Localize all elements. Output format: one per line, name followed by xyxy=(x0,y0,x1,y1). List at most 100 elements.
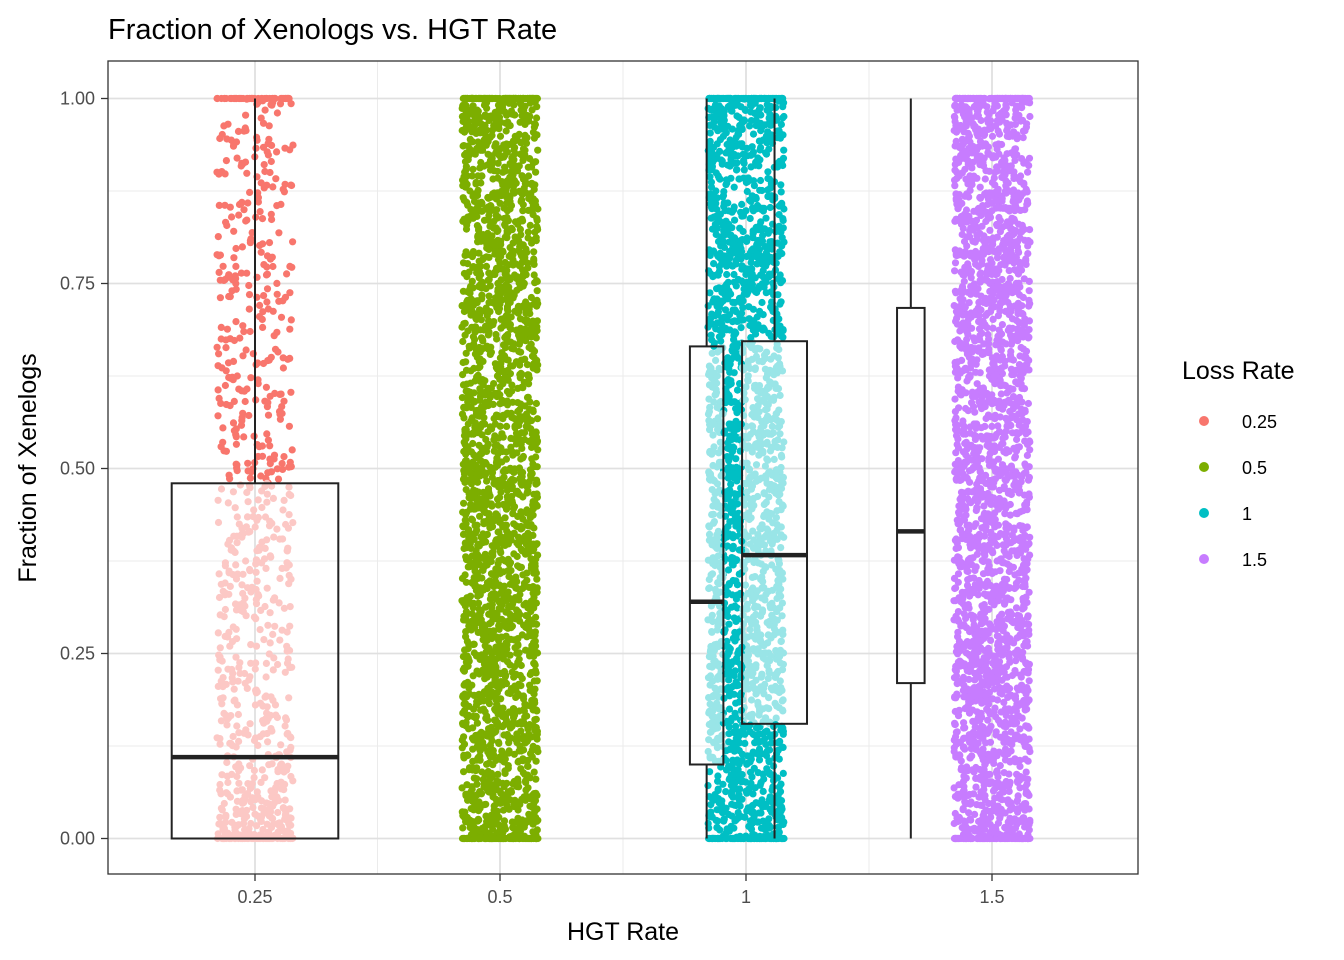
data-point-1 xyxy=(777,531,785,539)
data-point-0_5 xyxy=(469,724,477,732)
data-point-0_25 xyxy=(261,167,269,176)
data-point-0_5 xyxy=(459,259,468,267)
data-point-0_25 xyxy=(250,613,258,621)
data-point-0_5 xyxy=(493,591,501,599)
data-point-1 xyxy=(746,341,754,349)
data-point-0_25 xyxy=(263,285,272,293)
data-point-0_5 xyxy=(477,790,486,798)
data-point-0_5 xyxy=(485,292,493,300)
data-point-0_25 xyxy=(265,122,273,130)
data-point-0_25 xyxy=(245,291,254,299)
data-point-0_5 xyxy=(495,518,504,526)
data-point-0_25 xyxy=(280,496,288,504)
data-point-0_5 xyxy=(467,805,475,813)
data-point-0_25 xyxy=(258,315,266,323)
data-point-1 xyxy=(733,682,741,690)
data-point-0_25 xyxy=(276,574,284,583)
data-point-0_5 xyxy=(489,627,498,635)
data-point-0_5 xyxy=(517,356,526,364)
data-point-0_25 xyxy=(285,422,293,430)
data-point-0_5 xyxy=(518,196,526,204)
data-point-0_5 xyxy=(505,390,513,398)
data-point-0_5 xyxy=(488,654,496,662)
data-point-0_5 xyxy=(461,425,469,434)
data-point-0_5 xyxy=(478,431,486,439)
data-point-1 xyxy=(733,101,741,109)
data-point-0_5 xyxy=(506,616,514,624)
data-point-0_5 xyxy=(477,158,485,167)
data-point-0_5 xyxy=(501,769,509,778)
data-point-0_25 xyxy=(238,581,246,589)
data-point-0_5 xyxy=(464,327,472,335)
data-point-0_5 xyxy=(470,624,479,632)
data-point-0_25 xyxy=(221,381,229,390)
data-point-0_25 xyxy=(280,453,288,461)
data-point-0_5 xyxy=(472,576,480,584)
data-point-0_25 xyxy=(224,499,232,507)
data-point-0_25 xyxy=(244,459,252,467)
data-point-1 xyxy=(704,747,712,756)
data-point-0_25 xyxy=(213,343,221,351)
data-point-0_5 xyxy=(515,464,524,472)
data-point-0_25 xyxy=(259,730,267,738)
data-point-0_5 xyxy=(479,775,487,784)
data-point-0_5 xyxy=(519,241,527,249)
data-point-0_25 xyxy=(268,814,276,822)
data-point-1 xyxy=(728,812,736,820)
data-point-0_5 xyxy=(519,454,527,462)
data-point-1 xyxy=(722,129,730,137)
data-point-0_25 xyxy=(235,211,243,219)
data-point-0_5 xyxy=(532,334,540,342)
data-point-0_5 xyxy=(472,178,480,187)
data-point-0_25 xyxy=(226,203,234,211)
data-point-0_25 xyxy=(269,666,277,674)
data-point-0_5 xyxy=(487,619,495,627)
data-point-0_5 xyxy=(487,611,495,619)
data-point-0_25 xyxy=(240,433,248,441)
data-point-1 xyxy=(723,270,731,279)
data-point-0_25 xyxy=(275,822,283,830)
data-point-0_5 xyxy=(462,349,470,357)
data-point-0_5 xyxy=(470,774,478,782)
data-point-0_25 xyxy=(229,488,237,496)
data-point-0_5 xyxy=(492,682,500,690)
data-point-0_5 xyxy=(514,384,522,392)
data-point-0_5 xyxy=(516,284,524,292)
data-point-0_5 xyxy=(467,296,475,304)
data-point-0_25 xyxy=(283,766,291,774)
data-point-0_25 xyxy=(271,594,279,602)
data-point-0_25 xyxy=(221,201,229,209)
data-point-0_25 xyxy=(215,394,223,402)
data-point-0_5 xyxy=(531,440,540,448)
data-point-0_25 xyxy=(237,162,245,170)
data-point-0_5 xyxy=(530,768,538,776)
data-point-1 xyxy=(755,711,763,719)
data-point-0_5 xyxy=(473,299,481,307)
data-point-0_25 xyxy=(232,743,240,751)
data-point-0_5 xyxy=(493,248,501,256)
data-point-0_25 xyxy=(227,544,236,552)
data-point-0_5 xyxy=(524,372,532,380)
data-point-0_25 xyxy=(252,568,260,576)
data-point-1 xyxy=(714,772,722,780)
data-point-0_5 xyxy=(480,414,488,422)
data-point-1 xyxy=(778,697,786,705)
data-point-0_5 xyxy=(460,667,468,675)
data-point-0_5 xyxy=(462,248,470,256)
data-point-0_5 xyxy=(469,192,477,200)
data-point-0_25 xyxy=(228,818,236,827)
data-point-0_25 xyxy=(219,674,227,682)
data-point-0_5 xyxy=(466,592,475,600)
data-point-0_5 xyxy=(509,581,518,589)
data-point-0_25 xyxy=(264,436,272,444)
data-point-0_5 xyxy=(459,460,467,468)
data-point-0_5 xyxy=(495,636,503,645)
data-point-1 xyxy=(712,356,720,364)
data-point-0_5 xyxy=(505,720,513,728)
data-point-0_5 xyxy=(534,551,542,559)
data-point-0_25 xyxy=(214,629,222,637)
data-point-0_25 xyxy=(221,605,229,614)
data-point-0_25 xyxy=(215,268,223,276)
data-point-1 xyxy=(725,705,734,713)
data-point-0_5 xyxy=(506,464,514,472)
